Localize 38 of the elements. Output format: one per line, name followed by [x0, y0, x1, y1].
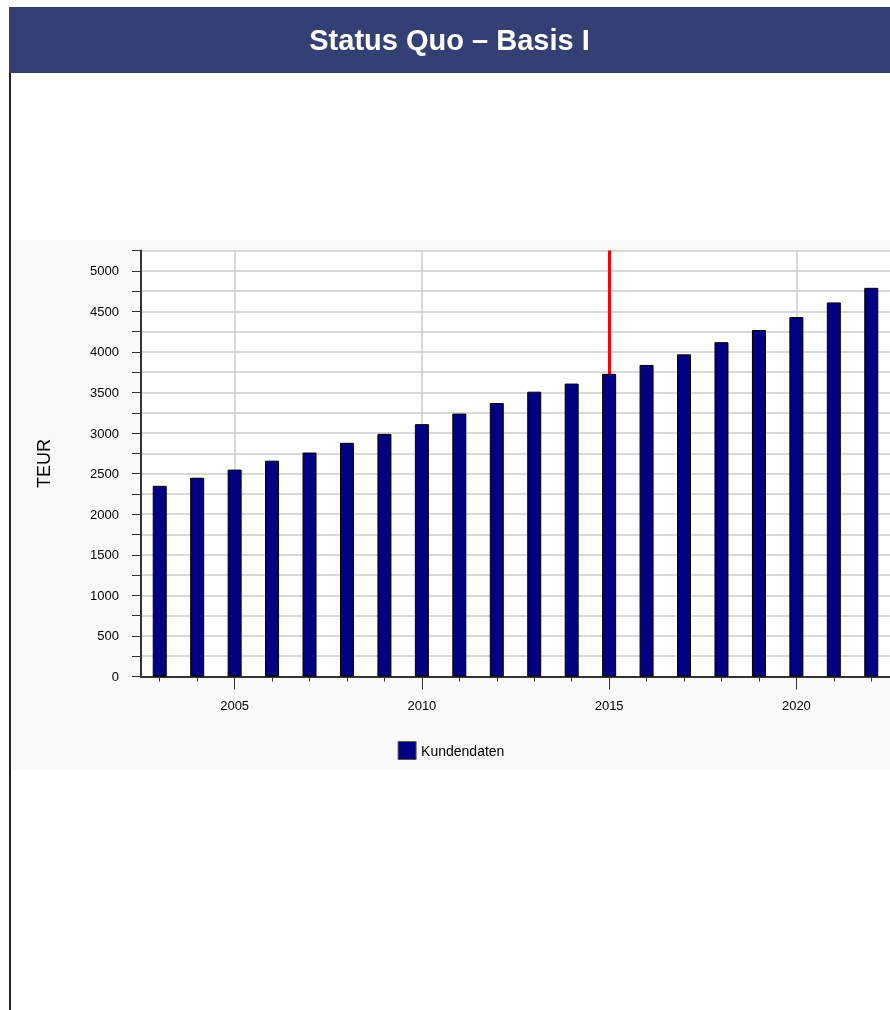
chart-title: Status Quo – Basis I [309, 23, 590, 57]
x-tick-label: 2020 [781, 697, 811, 713]
x-tick-label: 2015 [594, 697, 624, 713]
bar [302, 452, 317, 677]
y-tick-label: 4000 [90, 344, 119, 360]
bar [452, 413, 467, 677]
y-axis-title: TEUR [34, 439, 54, 488]
bar [826, 302, 841, 677]
bar [339, 442, 354, 677]
bar [677, 354, 692, 677]
bar [564, 383, 579, 677]
bar [864, 287, 879, 677]
bar [789, 317, 804, 677]
y-tick-label: 5000 [90, 263, 119, 279]
y-tick-label: 1500 [90, 547, 119, 563]
bar [227, 469, 242, 677]
y-tick-label: 3000 [90, 425, 119, 441]
bar [751, 330, 766, 677]
bar [190, 477, 205, 677]
bar [489, 403, 504, 677]
y-tick-label: 0 [111, 669, 119, 684]
bar [714, 342, 729, 677]
legend-label: Kundendaten [421, 742, 505, 759]
bar [377, 433, 392, 677]
bar [152, 485, 167, 677]
bar [602, 373, 617, 677]
y-tick-label: 2500 [90, 466, 119, 482]
bar [639, 364, 654, 677]
y-tick-label: 1000 [90, 587, 119, 603]
bar [265, 460, 280, 677]
bar [527, 391, 542, 677]
y-tick-label: 2000 [90, 506, 119, 522]
y-tick-label: 4500 [90, 303, 119, 319]
y-tick-label: 3500 [90, 385, 119, 400]
x-tick-label: 2010 [407, 697, 437, 713]
bar [414, 424, 429, 677]
x-tick-label: 2005 [220, 697, 250, 713]
y-tick-label: 500 [97, 628, 119, 644]
